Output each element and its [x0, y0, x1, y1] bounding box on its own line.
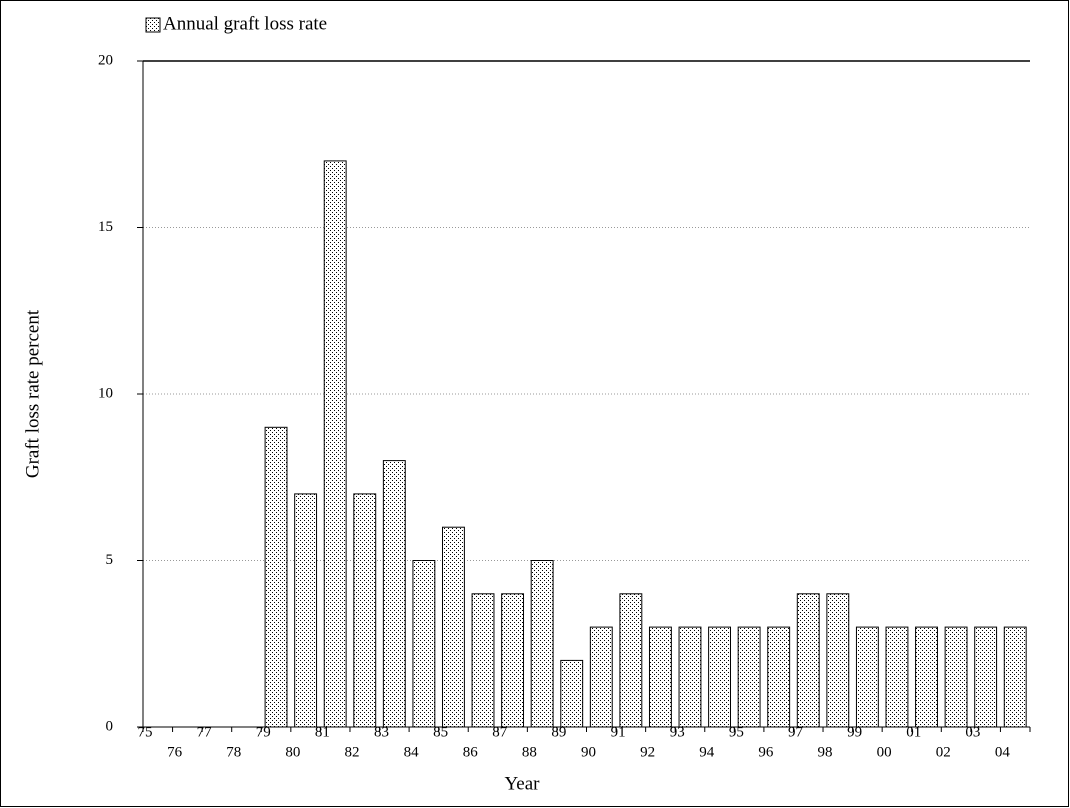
x-tick-label: 84	[404, 744, 420, 760]
x-tick-label: 99	[847, 724, 862, 740]
x-tick-label: 95	[729, 724, 744, 740]
x-tick-label: 98	[818, 744, 833, 760]
bar	[974, 626, 998, 728]
x-tick-label: 00	[877, 744, 892, 760]
x-tick-label: 91	[611, 724, 626, 740]
bar	[767, 626, 791, 728]
bar	[648, 626, 672, 728]
x-axis-label: Year	[504, 773, 540, 794]
bar	[412, 560, 436, 728]
bar	[885, 626, 909, 728]
x-tick-label: 90	[581, 744, 596, 760]
bar	[796, 593, 820, 728]
x-tick-label: 80	[285, 744, 300, 760]
x-tick-label: 88	[522, 744, 537, 760]
x-tick-label: 79	[256, 724, 271, 740]
legend-swatch	[145, 17, 161, 33]
x-tick-label: 93	[670, 724, 685, 740]
x-tick-label: 97	[788, 724, 804, 740]
x-tick-label: 02	[936, 744, 951, 760]
x-tick-label: 83	[374, 724, 389, 740]
x-tick-label: 92	[640, 744, 655, 760]
y-tick-label: 10	[98, 385, 113, 401]
bar	[619, 593, 643, 728]
y-axis-label: Graft loss rate percent	[22, 309, 43, 478]
bar	[1003, 626, 1027, 728]
bar	[530, 560, 554, 728]
bar	[855, 626, 879, 728]
bar	[442, 526, 465, 728]
y-tick-label: 20	[98, 52, 113, 68]
bar	[501, 593, 525, 728]
bar	[826, 593, 850, 728]
x-tick-label: 86	[463, 744, 479, 760]
x-tick-label: 01	[906, 724, 921, 740]
x-tick-label: 89	[551, 724, 566, 740]
bar	[471, 593, 495, 728]
x-tick-label: 04	[995, 744, 1011, 760]
x-tick-label: 76	[167, 744, 183, 760]
bar	[560, 659, 584, 728]
bar	[353, 493, 377, 728]
x-tick-label: 96	[758, 744, 774, 760]
x-tick-label: 94	[699, 744, 715, 760]
x-tick-label: 75	[138, 724, 153, 740]
legend-label: Annual graft loss rate	[163, 13, 327, 34]
bar	[294, 493, 318, 728]
x-tick-label: 82	[344, 744, 359, 760]
bar	[264, 426, 288, 728]
bar	[915, 626, 938, 728]
x-tick-label: 81	[315, 724, 330, 740]
x-tick-label: 03	[965, 724, 980, 740]
x-tick-label: 78	[226, 744, 241, 760]
bar	[589, 626, 613, 728]
bar	[678, 626, 702, 728]
y-tick-label: 0	[106, 718, 114, 734]
x-tick-label: 77	[197, 724, 213, 740]
bar	[944, 626, 968, 728]
bar	[737, 626, 761, 728]
bar	[323, 160, 347, 728]
x-tick-label: 87	[492, 724, 508, 740]
y-tick-label: 5	[106, 552, 114, 568]
bar	[708, 626, 731, 728]
y-tick-label: 15	[98, 219, 113, 235]
x-tick-label: 85	[433, 724, 448, 740]
bar	[382, 460, 406, 728]
